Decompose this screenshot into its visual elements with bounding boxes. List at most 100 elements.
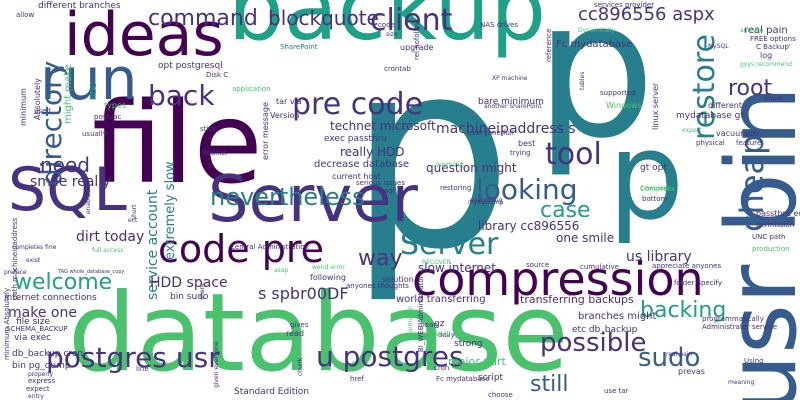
word-cloud-word: Fc mydatabase bbox=[556, 39, 633, 50]
word-cloud-word: Disk C bbox=[206, 71, 229, 79]
word-cloud-word: u postgres bbox=[316, 340, 464, 373]
word-cloud-word: still bbox=[530, 372, 569, 397]
word-cloud-word: client bbox=[370, 3, 453, 38]
word-cloud-word: tar via bbox=[276, 97, 302, 106]
word-cloud-word: file bbox=[92, 79, 263, 209]
word-cloud-word: way bbox=[358, 246, 403, 271]
word-cloud-word: Central Administration bbox=[230, 243, 309, 251]
word-cloud-word: s spbr00DF bbox=[258, 284, 349, 303]
word-cloud-word: trying bbox=[510, 149, 531, 157]
word-cloud-word: gz bbox=[434, 319, 445, 329]
word-cloud-word: read bbox=[286, 329, 305, 338]
word-cloud-word: full access bbox=[92, 247, 124, 254]
word-cloud-word: psql bbox=[380, 187, 395, 195]
word-cloud-word: decrease database bbox=[314, 159, 410, 170]
word-cloud-word: pre code bbox=[292, 87, 424, 122]
word-cloud-word: p bbox=[348, 5, 514, 307]
word-cloud-word: SCHEMA_BACKUP bbox=[6, 325, 68, 333]
word-cloud-word: TAG whole_database_copy bbox=[58, 269, 125, 275]
word-cloud-word: dirt today bbox=[76, 229, 145, 245]
word-cloud-word: enable bbox=[85, 193, 92, 214]
word-cloud-word: backup bbox=[228, 0, 547, 60]
word-cloud-word: root bbox=[728, 76, 773, 101]
word-cloud-word: world transferring bbox=[396, 294, 486, 305]
word-cloud-word: postvac bbox=[94, 113, 122, 121]
word-cloud-word: express bbox=[28, 377, 56, 385]
word-cloud-word: production bbox=[752, 245, 790, 253]
word-cloud-word: p bbox=[608, 108, 685, 247]
word-cloud-word: supported bbox=[600, 89, 636, 97]
word-cloud-word: gyys recommend bbox=[740, 61, 792, 68]
word-cloud-word: another SharePoint bbox=[484, 103, 542, 110]
word-cloud-word: database bbox=[68, 271, 569, 396]
word-cloud-word: real pain bbox=[744, 25, 788, 36]
word-cloud-word: share bbox=[199, 283, 206, 300]
word-cloud-word: rel nofollow bbox=[413, 19, 421, 60]
word-cloud-word: tool bbox=[545, 137, 602, 172]
word-cloud-word: everything bbox=[470, 197, 503, 204]
word-cloud-word: sudo bbox=[638, 343, 701, 373]
word-cloud-word: Redhat bbox=[202, 149, 227, 157]
word-cloud-word: Dynamically bbox=[578, 27, 616, 34]
word-cloud-word: meaning bbox=[728, 379, 755, 386]
word-cloud-word: etc db_backup bbox=[572, 325, 638, 335]
word-cloud-word: BI_WEB Administrator bbox=[417, 275, 425, 352]
word-cloud-word: error message bbox=[261, 102, 270, 160]
word-cloud-word: real pain bbox=[666, 351, 693, 358]
word-cloud-word: minimum Absolutely bbox=[3, 287, 11, 360]
word-cloud-word: p bbox=[535, 0, 656, 180]
word-cloud-word: reference bbox=[545, 28, 553, 62]
word-cloud-word: really HDD bbox=[340, 145, 405, 159]
word-cloud-word: nevertheless bbox=[210, 183, 365, 211]
word-cloud-word: used bbox=[34, 107, 51, 115]
word-cloud-word: FREE options bbox=[750, 35, 796, 43]
word-cloud-word: information bbox=[407, 305, 414, 340]
word-cloud-word: vacuumdb bbox=[716, 129, 759, 138]
word-cloud-word: services provider bbox=[594, 1, 655, 9]
word-cloud-word: question might bbox=[426, 161, 517, 175]
word-cloud-word: NAS drives bbox=[480, 21, 519, 29]
word-cloud-word: script bbox=[478, 373, 504, 383]
word-cloud-word: exec passthru bbox=[324, 134, 388, 144]
word-cloud-word: Fc mydatabase bbox=[436, 375, 490, 383]
word-cloud-word: might make bbox=[63, 64, 74, 124]
word-cloud-word: upgrade bbox=[400, 43, 434, 52]
word-cloud-word: cumulative bbox=[580, 263, 619, 271]
word-cloud-word: anyones thoughts bbox=[346, 282, 409, 290]
word-cloud-word: Compress bbox=[640, 185, 670, 192]
word-cloud-word: everyone full bbox=[468, 129, 514, 137]
word-cloud-word: stick bbox=[200, 125, 217, 133]
word-cloud-word: permission bbox=[756, 221, 795, 229]
word-cloud-word: run bbox=[40, 45, 138, 113]
word-cloud-word: linux server bbox=[651, 82, 660, 130]
word-cloud-word: daily bbox=[438, 331, 455, 339]
word-cloud-word: mean bbox=[418, 321, 438, 329]
word-cloud-word: back bbox=[148, 79, 215, 112]
word-cloud-word: folder Specify bbox=[674, 279, 723, 287]
word-cloud-word: types bbox=[104, 101, 127, 110]
word-cloud-word: href bbox=[350, 375, 364, 383]
word-cloud-word: working bbox=[436, 161, 464, 169]
word-cloud-word: backing bbox=[640, 298, 727, 323]
word-cloud-word: C Backup' bbox=[756, 43, 791, 51]
word-cloud-word: entry bbox=[28, 393, 44, 400]
word-cloud-word: expect bbox=[26, 385, 50, 393]
word-cloud-word: postgres usr bbox=[46, 341, 220, 374]
word-cloud-word: HDD bbox=[89, 81, 98, 100]
word-cloud-word: properly bbox=[28, 371, 53, 378]
word-cloud-word: library cc896556 bbox=[478, 219, 580, 233]
word-cloud-word: command bbox=[148, 6, 258, 31]
word-cloud-word: bin pg_dump bbox=[12, 361, 71, 371]
word-cloud-word: Standard Edition bbox=[234, 387, 309, 397]
word-cloud-word: UNC path bbox=[752, 233, 786, 241]
word-cloud-word: HDD space bbox=[150, 275, 228, 291]
word-cloud-word: file size bbox=[16, 317, 51, 327]
word-cloud-word: cc896556 aspx bbox=[578, 4, 715, 25]
word-cloud-word: given everyone bbox=[213, 341, 220, 388]
word-cloud-word: serious issues bbox=[356, 179, 405, 187]
word-cloud-word: opt postgresql bbox=[158, 61, 223, 71]
word-cloud-word: preface bbox=[4, 269, 27, 276]
word-cloud-word: SharePoint bbox=[280, 43, 318, 51]
word-cloud-word: different bbox=[708, 101, 742, 110]
